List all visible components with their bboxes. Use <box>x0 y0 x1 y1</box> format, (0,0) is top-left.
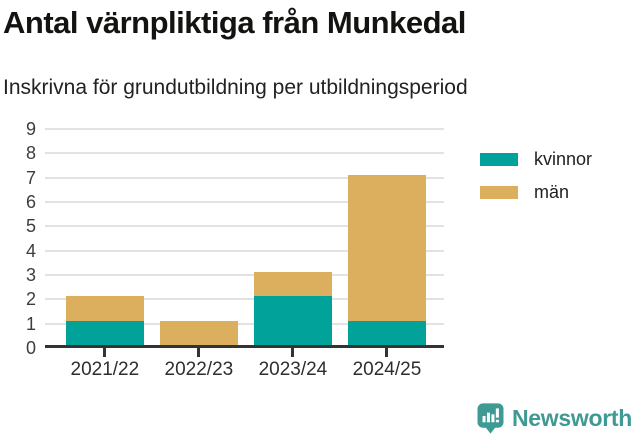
bar-2021-22-män <box>65 296 144 321</box>
chart-title: Antal värnpliktiga från Munkedal <box>3 5 466 40</box>
gridline-y-9 <box>45 128 444 130</box>
gridline-y-2 <box>45 298 444 301</box>
brand-footer: Newsworthy <box>477 403 631 434</box>
x-axis-tick-0 <box>103 348 107 357</box>
bar-2024-25-kvinnor <box>347 320 426 345</box>
y-axis-label-5: 5 <box>25 216 36 237</box>
y-axis-label-8: 8 <box>25 143 36 164</box>
y-axis-label-0: 0 <box>25 338 36 358</box>
legend-label-man: män <box>534 182 570 202</box>
legend-swatch-man <box>480 185 518 199</box>
x-axis-tick-3 <box>385 348 389 357</box>
y-axis-label-9: 9 <box>25 119 36 139</box>
bar-2021-22-kvinnor <box>65 320 144 345</box>
bar-2024-25-män <box>347 174 426 321</box>
legend-swatch-kvinnor <box>480 152 518 166</box>
bar-2023-24-män <box>253 272 332 297</box>
y-axis-label-6: 6 <box>25 192 36 212</box>
brand-name: Newsworthy <box>512 405 631 431</box>
y-axis-label-4: 4 <box>25 240 36 261</box>
newsworthy-logo-icon <box>477 403 504 434</box>
y-axis-label-3: 3 <box>25 265 36 285</box>
gridline-y-4 <box>45 249 444 252</box>
y-axis-label-2: 2 <box>25 289 36 310</box>
gridline-y-1 <box>45 322 444 325</box>
x-axis-label-1: 2022/23 <box>164 359 234 380</box>
x-axis-tick-1 <box>197 348 201 357</box>
bar-2023-24-kvinnor <box>253 296 332 345</box>
x-axis-label-2: 2023/24 <box>258 359 328 380</box>
chart-subtitle: Inskrivna för grundutbildning per utbild… <box>3 76 468 99</box>
gridline-y-8 <box>45 152 444 155</box>
x-axis-tick-2 <box>291 348 295 357</box>
gridline-y-3 <box>45 274 444 276</box>
y-axis-label-7: 7 <box>25 167 36 188</box>
bar-2022-23-män <box>159 320 238 345</box>
x-axis-label-0: 2021/22 <box>70 359 140 380</box>
plot-area: 0 1 2 3 4 5 6 7 8 9 2021/22 2022/23 2023/24 2024/25 <box>26 119 444 380</box>
gridline-y-7 <box>45 176 444 179</box>
gridline-y-6 <box>45 201 444 203</box>
legend-label-kvinnor: kvinnor <box>534 149 593 169</box>
legend: kvinnor män <box>480 149 592 202</box>
legend-item-kvinnor: kvinnor <box>480 149 592 169</box>
gridline-y-5 <box>45 225 444 228</box>
legend-item-man: män <box>480 182 592 202</box>
y-axis-label-1: 1 <box>25 313 36 334</box>
x-axis-label-3: 2024/25 <box>352 359 422 380</box>
